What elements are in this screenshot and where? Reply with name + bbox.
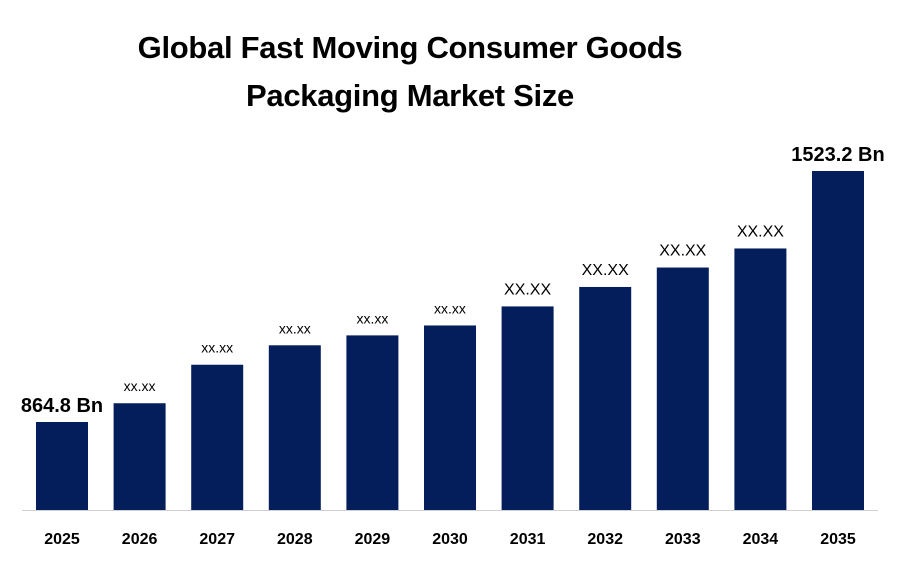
x-tick-label-2030: 2030 xyxy=(432,531,468,548)
bar-2025 xyxy=(36,422,88,510)
x-tick-label-2028: 2028 xyxy=(277,531,313,548)
x-tick-label-2025: 2025 xyxy=(44,531,80,548)
value-label-2028: xx.xx xyxy=(279,320,311,336)
value-labels-group: 864.8 Bn xx.xx xx.xx xx.xx xx.xx xx.xx XX.XX XX… xyxy=(21,144,885,417)
x-tick-label-2029: 2029 xyxy=(355,531,391,548)
bar-2034 xyxy=(734,248,787,510)
chart-title-line-2: Packaging Market Size xyxy=(246,78,574,113)
x-tick-label-2034: 2034 xyxy=(743,531,779,548)
x-tick-labels-group: 2025 2026 2027 2028 2029 2030 2031 2032 2033 2034… xyxy=(44,531,856,548)
x-tick-label-2027: 2027 xyxy=(199,531,235,548)
bar-2029 xyxy=(346,335,399,510)
bar-2030 xyxy=(424,325,476,510)
x-tick-label-2032: 2032 xyxy=(587,531,623,548)
bar-2031 xyxy=(501,306,554,510)
bars-group xyxy=(36,171,864,510)
value-label-2025: 864.8 Bn xyxy=(21,395,103,417)
bar-2033 xyxy=(656,267,709,510)
x-tick-label-2033: 2033 xyxy=(665,531,701,548)
value-label-2033: XX.XX xyxy=(659,243,706,260)
value-label-2031: XX.XX xyxy=(504,281,551,298)
x-tick-label-2031: 2031 xyxy=(510,531,546,548)
x-tick-label-2026: 2026 xyxy=(122,531,158,548)
bar-2035 xyxy=(812,171,864,510)
value-label-2032: XX.XX xyxy=(582,262,629,279)
bar-2032 xyxy=(579,286,632,510)
bar-2027 xyxy=(191,364,244,510)
value-label-2029: xx.xx xyxy=(356,310,388,326)
value-label-2035: 1523.2 Bn xyxy=(791,144,884,166)
value-label-2027: xx.xx xyxy=(201,340,233,356)
value-label-2026: xx.xx xyxy=(124,378,156,394)
chart-title-line-1: Global Fast Moving Consumer Goods xyxy=(137,30,683,65)
bar-2026 xyxy=(113,403,166,510)
value-label-2034: XX.XX xyxy=(737,223,784,240)
value-label-2030: xx.xx xyxy=(434,300,466,316)
bar-2028 xyxy=(268,345,321,510)
chart-title: Global Fast Moving Consumer Goods Packag… xyxy=(40,24,780,120)
x-tick-label-2035: 2035 xyxy=(820,531,856,548)
